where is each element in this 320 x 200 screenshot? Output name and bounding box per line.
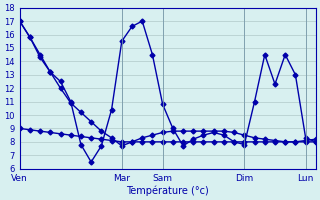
- X-axis label: Température (°c): Température (°c): [126, 185, 209, 196]
